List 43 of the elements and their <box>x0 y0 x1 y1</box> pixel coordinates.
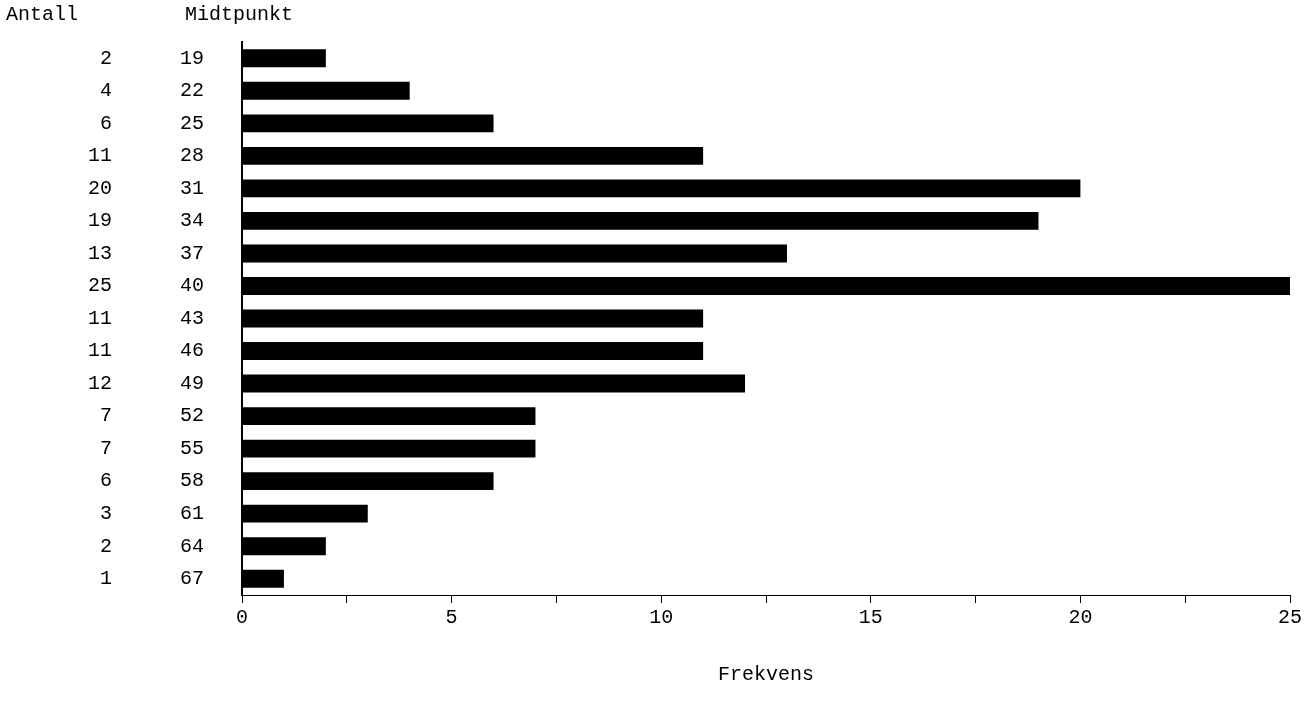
data-label: 7 <box>99 404 112 428</box>
y-tick-label: 19 <box>179 46 204 70</box>
data-label: 7 <box>99 436 112 460</box>
y-tick-label: 46 <box>179 339 204 363</box>
x-tick-label: 5 <box>445 606 458 630</box>
data-label: 3 <box>99 501 112 525</box>
y-tick-label: 34 <box>179 209 204 233</box>
y-tick-label: 67 <box>179 567 204 591</box>
data-label: 11 <box>87 144 112 168</box>
y-tick-label: 37 <box>179 241 204 265</box>
y-tick-label: 43 <box>179 306 204 330</box>
data-label: 4 <box>99 79 112 103</box>
data-label: 11 <box>87 339 112 363</box>
y-tick-label: 52 <box>179 404 204 428</box>
x-tick-label: 25 <box>1277 606 1303 630</box>
y-tick-label: 61 <box>179 501 204 525</box>
y-tick-label: 40 <box>179 274 204 298</box>
text: Antall <box>6 3 79 26</box>
data-label: 12 <box>87 371 112 395</box>
x-tick-label: 15 <box>858 606 883 630</box>
y-tick-label: 31 <box>179 176 204 200</box>
data-label: 1 <box>99 567 112 591</box>
data-label: 11 <box>87 306 112 330</box>
data-label: 6 <box>99 111 112 135</box>
y-tick-label: 58 <box>179 469 204 493</box>
y-tick-label: 25 <box>179 111 204 135</box>
x-tick-label: 0 <box>236 606 249 630</box>
x-tick-label: 10 <box>649 606 674 630</box>
y-axis-title: Midtpunkt <box>185 3 294 26</box>
data-label: 2 <box>99 534 112 558</box>
data-label: 19 <box>87 209 112 233</box>
data-label: 13 <box>87 241 112 265</box>
data-label: 25 <box>87 274 112 298</box>
y-tick-label: 64 <box>179 534 204 558</box>
data-label: 20 <box>87 176 112 200</box>
y-tick-label: 49 <box>179 371 204 395</box>
y-tick-label: 55 <box>179 436 204 460</box>
y-tick-label: 22 <box>179 79 204 103</box>
y-tick-label: 28 <box>179 144 204 168</box>
data-label: 2 <box>99 46 112 70</box>
x-tick-label: 20 <box>1068 606 1093 630</box>
x-axis-title: Frekvens <box>717 663 815 687</box>
data-label: 6 <box>99 469 112 493</box>
